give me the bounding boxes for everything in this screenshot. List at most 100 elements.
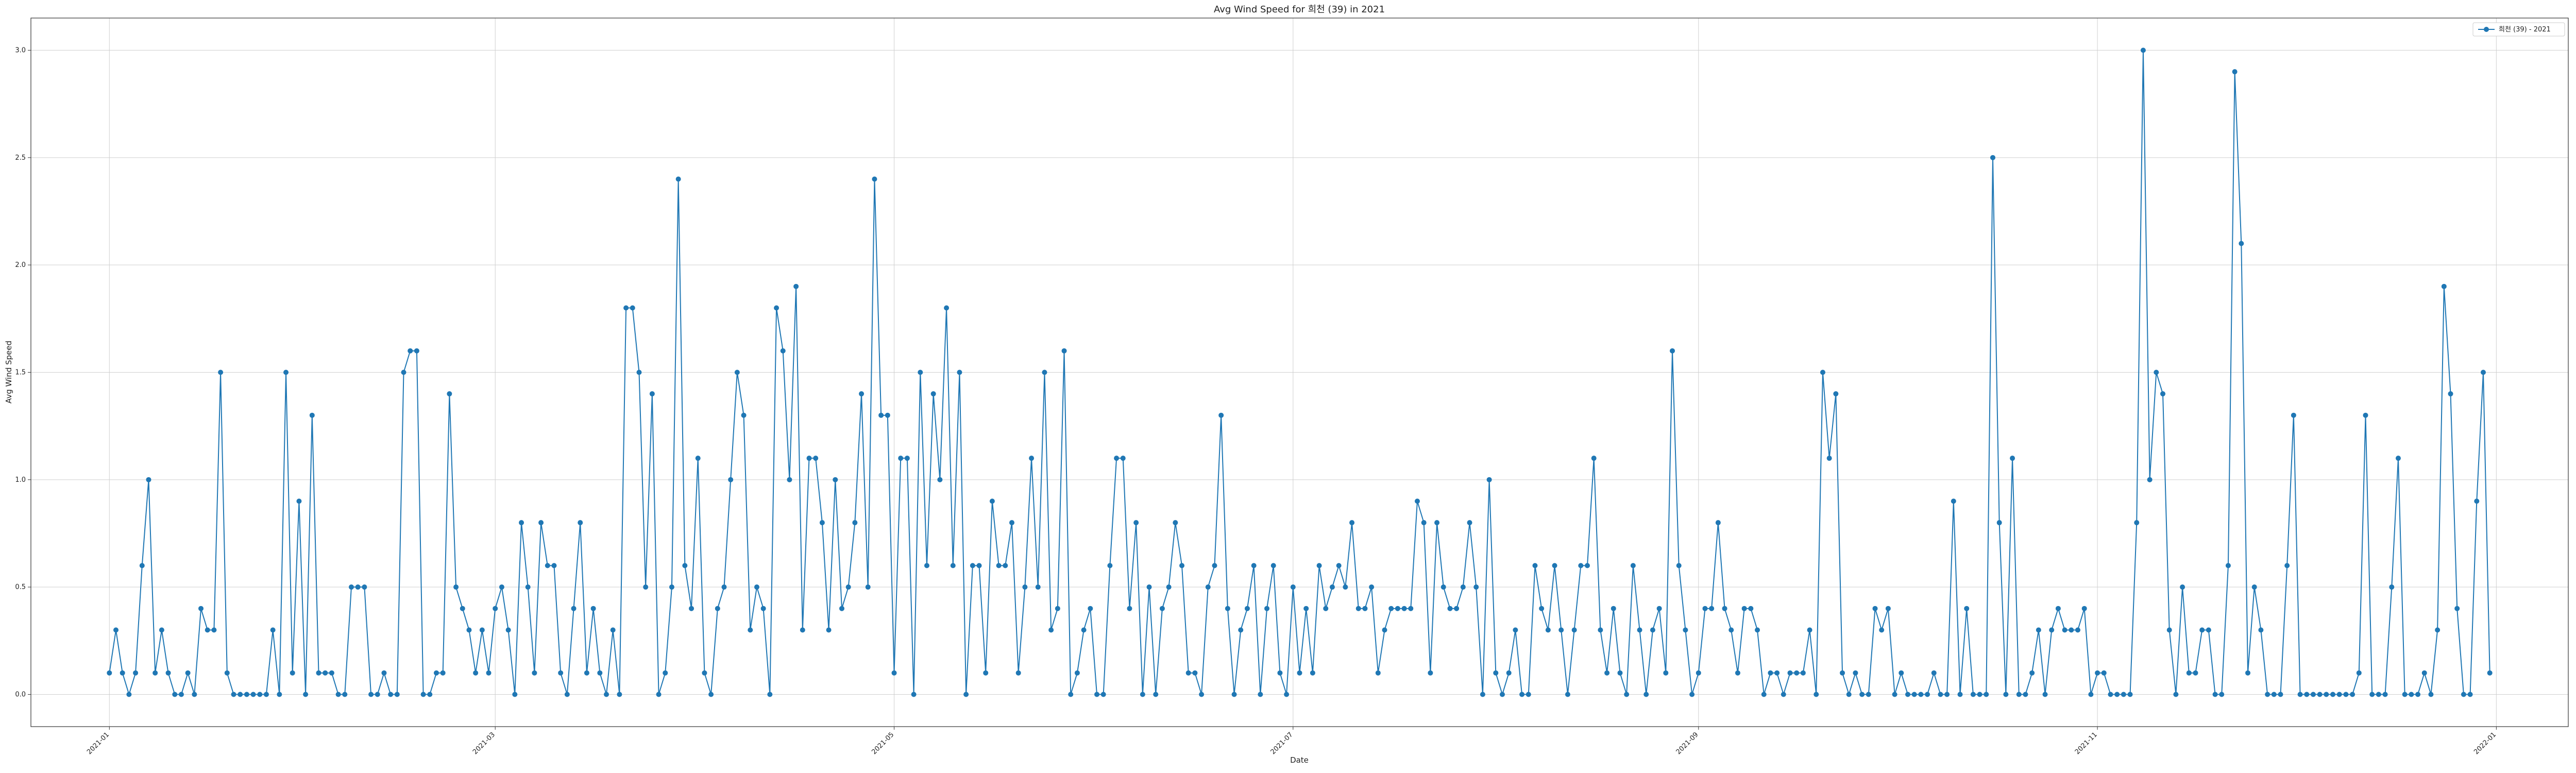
data-point xyxy=(1355,606,1361,611)
data-point xyxy=(381,670,387,676)
data-point xyxy=(571,606,577,611)
data-point xyxy=(754,584,759,590)
data-point xyxy=(2036,627,2041,633)
data-point xyxy=(1388,606,1394,611)
data-point xyxy=(473,670,479,676)
data-point xyxy=(1571,627,1577,633)
data-point xyxy=(323,670,328,676)
x-axis-label: Date xyxy=(1290,755,1309,765)
data-point xyxy=(617,692,622,697)
data-point xyxy=(878,412,884,418)
data-point xyxy=(1532,563,1538,568)
data-point xyxy=(551,563,557,568)
data-point xyxy=(2095,670,2100,676)
data-point xyxy=(2245,670,2251,676)
data-point xyxy=(2448,391,2453,397)
data-point xyxy=(1055,606,1060,611)
data-point xyxy=(1899,670,1904,676)
data-point xyxy=(663,670,668,676)
data-point xyxy=(976,563,982,568)
data-point xyxy=(1938,692,1943,697)
data-point xyxy=(427,692,433,697)
data-point xyxy=(238,692,243,697)
data-point xyxy=(2428,692,2434,697)
data-point xyxy=(1741,606,1747,611)
data-point xyxy=(1179,563,1185,568)
data-point xyxy=(408,348,413,354)
data-point xyxy=(1696,670,1701,676)
data-point xyxy=(1578,563,1584,568)
data-point xyxy=(146,477,151,482)
data-point xyxy=(2134,520,2140,526)
data-point xyxy=(1585,563,1590,568)
data-point xyxy=(708,692,714,697)
data-point xyxy=(2421,670,2427,676)
data-point xyxy=(989,498,995,504)
data-point xyxy=(1643,692,1649,697)
data-point xyxy=(1107,563,1113,568)
data-point xyxy=(819,520,825,526)
data-point xyxy=(800,627,805,633)
data-point xyxy=(1545,627,1551,633)
data-point xyxy=(525,584,531,590)
data-point xyxy=(1329,584,1335,590)
data-point xyxy=(2075,627,2080,633)
data-point xyxy=(2219,692,2225,697)
data-point xyxy=(983,670,989,676)
data-point xyxy=(721,584,727,590)
data-point xyxy=(2389,584,2395,590)
data-point xyxy=(2258,627,2264,633)
y-tick-label: 1.5 xyxy=(15,369,26,377)
data-point xyxy=(1885,606,1891,611)
data-point xyxy=(1467,520,1472,526)
data-point xyxy=(2330,692,2336,697)
legend-entry: 희천 (39) - 2021 xyxy=(2499,26,2551,33)
data-point xyxy=(277,692,282,697)
data-point xyxy=(1068,692,1074,697)
data-point xyxy=(1591,456,1597,461)
data-point xyxy=(1428,670,1433,676)
data-point xyxy=(2206,627,2211,633)
data-point xyxy=(649,391,655,397)
data-point xyxy=(1159,606,1165,611)
data-point xyxy=(375,692,380,697)
y-tick-label: 0.5 xyxy=(15,583,26,591)
y-tick-label: 3.0 xyxy=(15,47,26,55)
data-point xyxy=(2108,692,2113,697)
data-point xyxy=(787,477,792,482)
data-point xyxy=(348,584,354,590)
data-point xyxy=(1146,584,1152,590)
data-point xyxy=(1460,584,1466,590)
legend-marker-swatch xyxy=(2484,27,2489,32)
data-point xyxy=(833,477,838,482)
data-point xyxy=(970,563,975,568)
data-point xyxy=(1611,606,1616,611)
data-point xyxy=(839,606,844,611)
data-point xyxy=(2265,692,2270,697)
data-point xyxy=(257,692,263,697)
data-point xyxy=(630,305,635,311)
data-point xyxy=(460,606,465,611)
data-point xyxy=(2101,670,2107,676)
data-point xyxy=(2369,692,2375,697)
data-point xyxy=(1663,670,1669,676)
data-point xyxy=(2409,692,2414,697)
data-point xyxy=(1199,692,1205,697)
data-point xyxy=(2173,692,2179,697)
data-point xyxy=(957,369,962,375)
data-point xyxy=(218,369,224,375)
data-point xyxy=(1258,692,1263,697)
data-point xyxy=(205,627,210,633)
data-point xyxy=(1925,692,1930,697)
data-point xyxy=(2239,241,2244,246)
data-point xyxy=(1846,692,1852,697)
data-point xyxy=(604,692,609,697)
data-point xyxy=(2480,369,2486,375)
data-point xyxy=(1676,563,1682,568)
data-point xyxy=(505,627,511,633)
data-point xyxy=(1826,456,1832,461)
data-point xyxy=(2291,412,2296,418)
data-point xyxy=(1892,692,1897,697)
data-point xyxy=(329,670,334,676)
data-point xyxy=(859,391,865,397)
